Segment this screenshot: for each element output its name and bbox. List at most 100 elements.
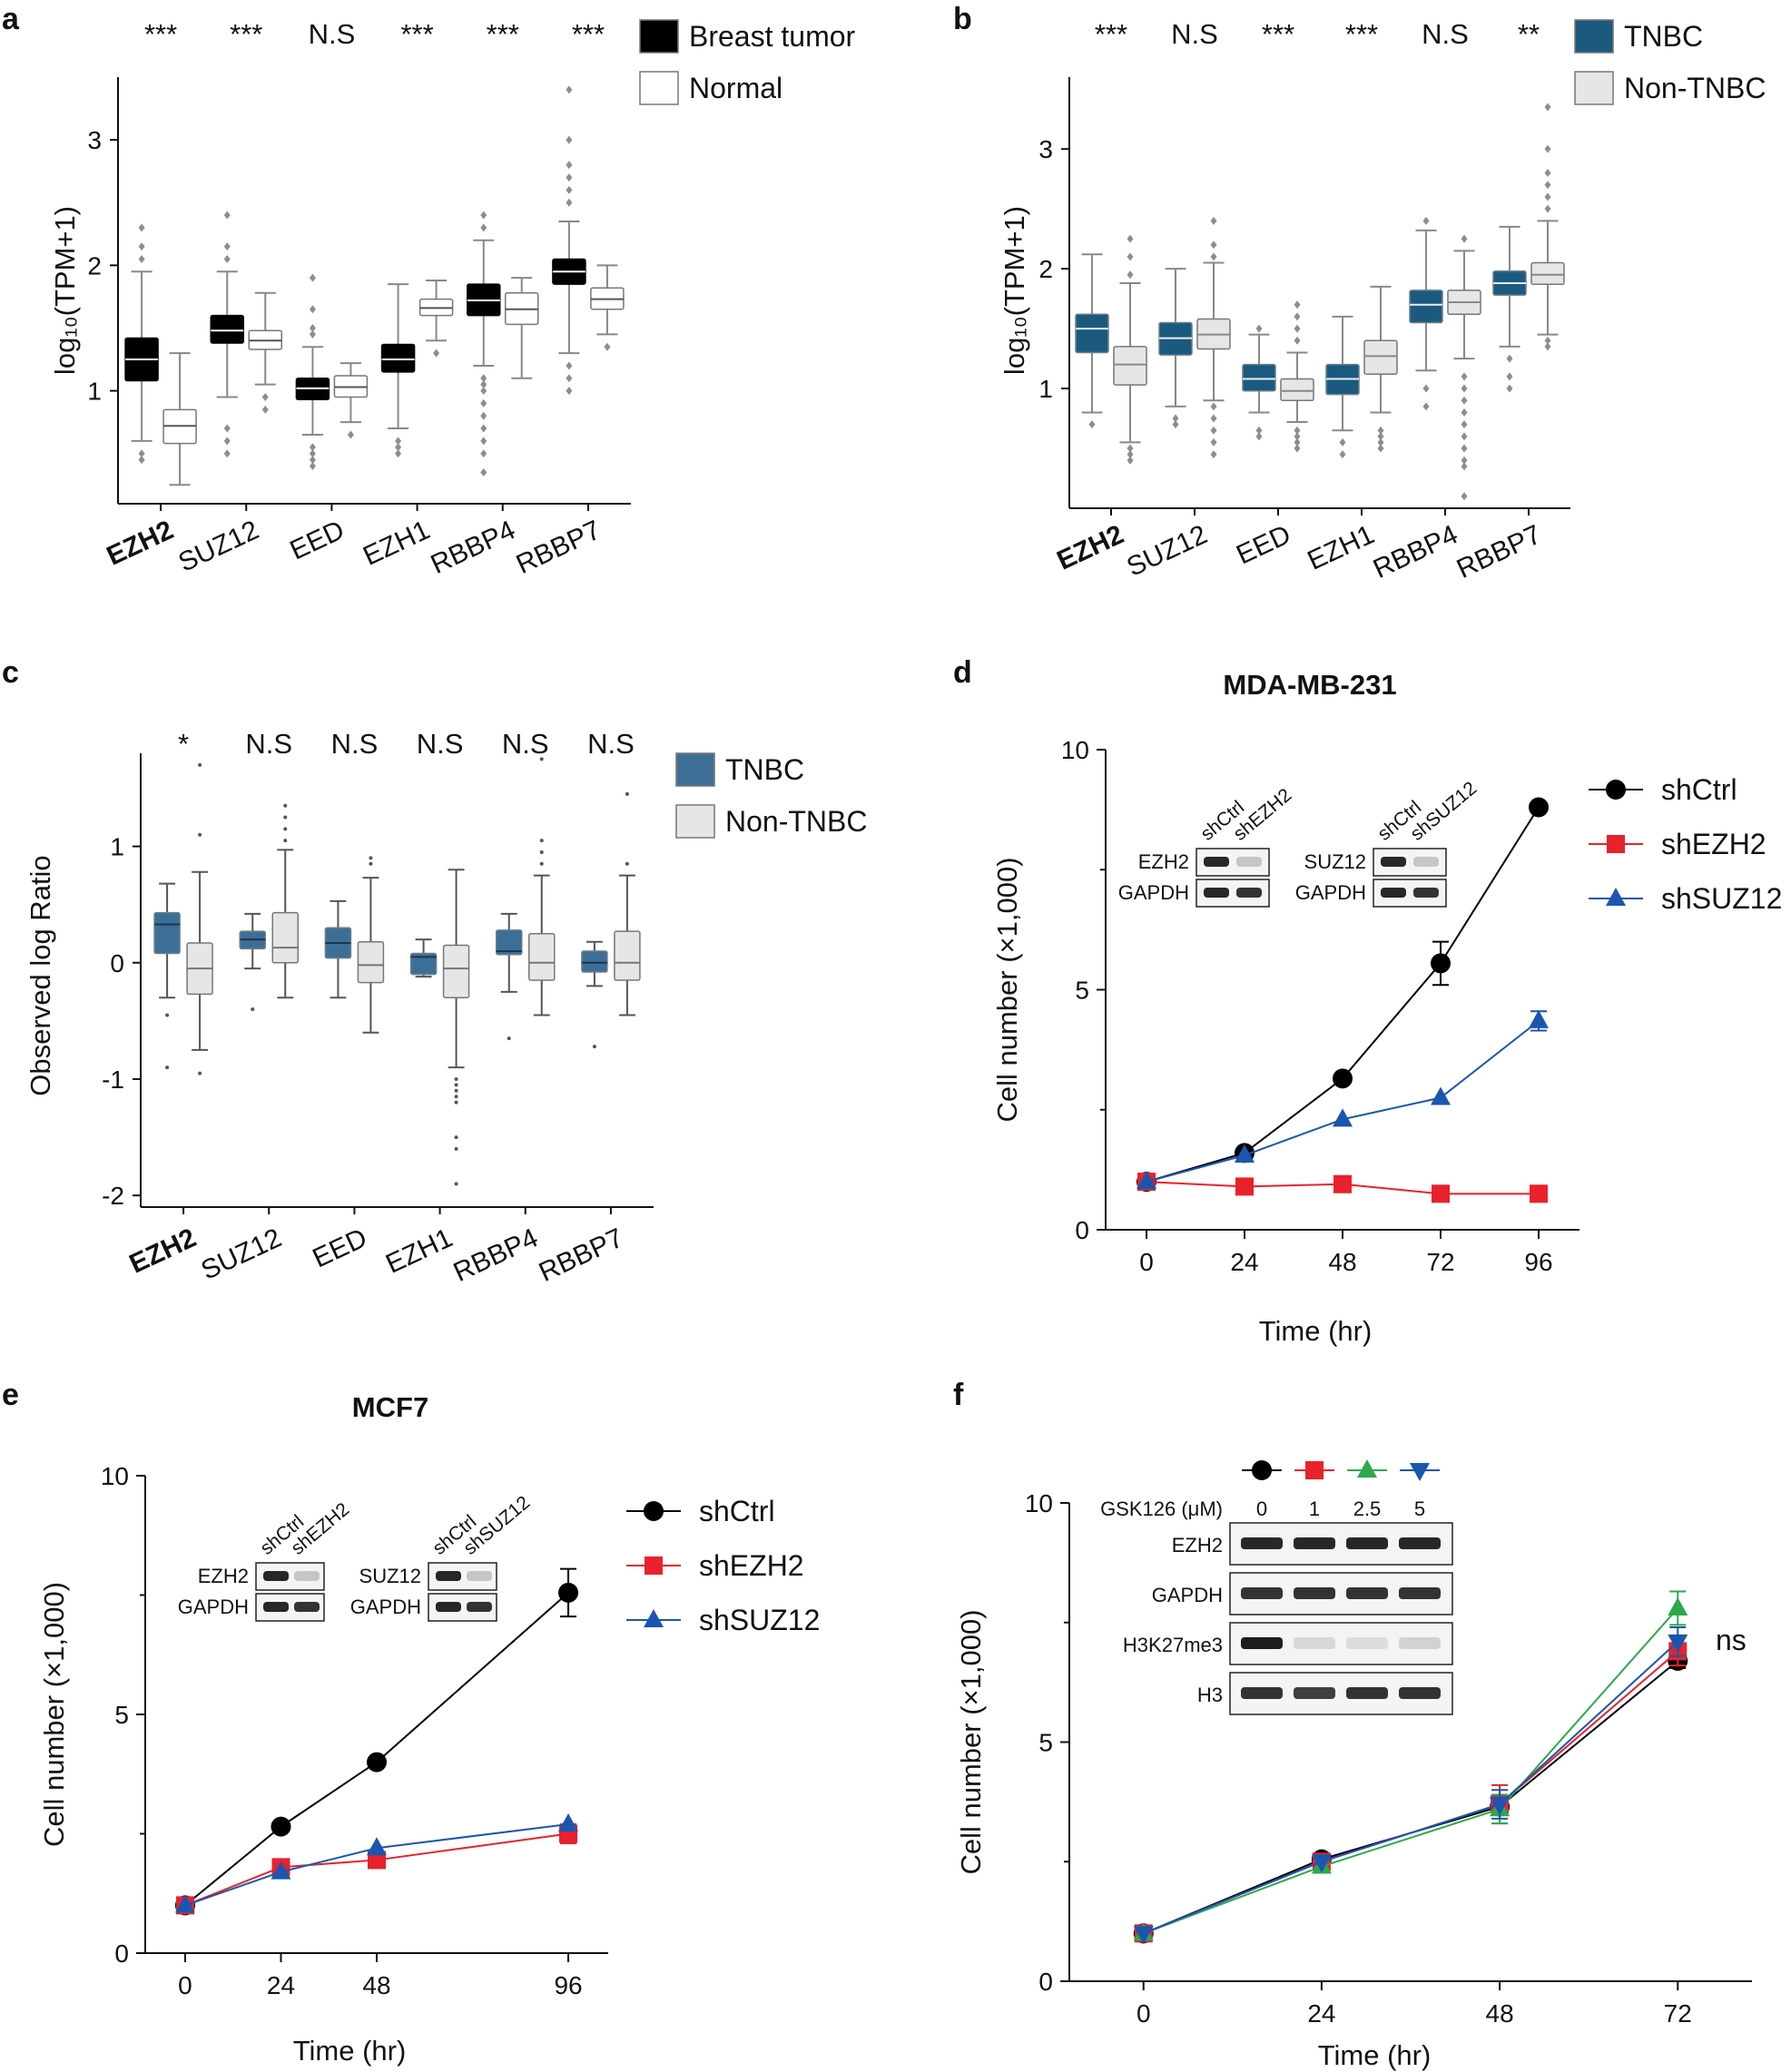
- outlier-point: [198, 1071, 202, 1075]
- blot-row-label: GAPDH: [178, 1596, 249, 1618]
- category-label: SUZ12: [174, 515, 264, 577]
- category-label: EZH1: [359, 515, 434, 571]
- box-group2: [442, 944, 470, 998]
- y-tick-label: 0: [114, 1939, 129, 1968]
- significance-label: N.S: [502, 728, 549, 760]
- blot-band: [1241, 1537, 1283, 1549]
- outlier-point: [1377, 432, 1384, 441]
- series-line-2: [184, 1822, 569, 1907]
- outlier-point: [1127, 234, 1134, 243]
- significance-label: *: [178, 728, 189, 760]
- blot-band: [1399, 1637, 1441, 1649]
- legend-swatch: [675, 804, 715, 839]
- y-axis-label: Cell number (×1,000): [991, 857, 1023, 1122]
- y-tick-label: 5: [1075, 977, 1089, 1005]
- outlier-point: [1294, 312, 1301, 321]
- outlier-point: [1461, 408, 1468, 417]
- outlier-point: [138, 242, 145, 251]
- outlier-point: [454, 1083, 458, 1087]
- outlier-point: [309, 305, 316, 314]
- outlier-point: [223, 211, 231, 220]
- x-tick-label: 24: [267, 1971, 295, 1999]
- outlier-point: [369, 856, 373, 860]
- legend-label: shEZH2: [1661, 828, 1766, 860]
- box-group2: [1280, 378, 1314, 401]
- y-tick-label: 0: [110, 949, 124, 977]
- blot-row-label: GAPDH: [1152, 1584, 1223, 1606]
- data-point: [1490, 1797, 1511, 1816]
- box-group2: [1363, 339, 1398, 375]
- blot-band: [1399, 1537, 1441, 1549]
- category-label: EED: [1232, 519, 1295, 570]
- y-tick-label: 0: [1075, 1216, 1089, 1244]
- category-label: EZH1: [381, 1223, 457, 1279]
- blot-band: [1236, 857, 1262, 867]
- outlier-point: [1422, 384, 1430, 393]
- panel-letter-a: a: [2, 2, 20, 36]
- outlier-point: [309, 329, 316, 339]
- box-group2: [1113, 346, 1147, 386]
- outlier-point: [1461, 492, 1468, 501]
- outlier-point: [251, 1007, 255, 1012]
- outlier-point: [1544, 342, 1551, 351]
- y-axis-label: Observed log Ratio: [25, 855, 56, 1095]
- outlier-point: [309, 273, 316, 282]
- category-label: SUZ12: [1122, 519, 1212, 582]
- y-axis-label: log₁₀(TPM+1): [49, 206, 81, 375]
- data-point: [174, 1894, 195, 1913]
- blot-band: [1241, 1637, 1283, 1649]
- blot-band: [1346, 1537, 1388, 1549]
- outlier-point: [1461, 462, 1468, 471]
- blot-band: [1236, 888, 1262, 898]
- y-tick-label: 2: [1038, 255, 1053, 283]
- y-axis-label: log₁₀(TPM+1): [999, 206, 1030, 375]
- legend-marker: [1607, 835, 1625, 853]
- ns-annotation: ns: [1716, 1624, 1747, 1656]
- legend-marker: [1410, 1463, 1430, 1481]
- blot-band: [1381, 857, 1406, 867]
- outlier-point: [1172, 414, 1179, 423]
- treatment-label: GSK126 (μM): [1100, 1498, 1223, 1520]
- series-line-0: [184, 1592, 569, 1907]
- outlier-point: [283, 815, 288, 820]
- outlier-point: [480, 211, 487, 220]
- outlier-point: [1210, 450, 1217, 459]
- outlier-point: [592, 1045, 596, 1049]
- legend-label: TNBC: [725, 753, 804, 786]
- chart-title: MDA-MB-231: [1223, 669, 1396, 701]
- outlier-point: [1088, 420, 1096, 429]
- legend-label: Non-TNBC: [725, 805, 867, 838]
- blot-band: [1294, 1587, 1335, 1599]
- outlier-point: [1461, 420, 1468, 429]
- panel-letter-b: b: [953, 2, 972, 36]
- data-point: [1333, 1068, 1353, 1089]
- legend-swatch: [639, 71, 679, 105]
- outlier-point: [566, 185, 573, 194]
- significance-label: N.S: [417, 728, 464, 760]
- y-tick-label: 1: [110, 833, 124, 861]
- blot-band: [294, 1602, 320, 1612]
- outlier-point: [198, 762, 202, 767]
- outlier-point: [1461, 396, 1468, 405]
- outlier-point: [347, 430, 354, 439]
- legend-marker: [1357, 1459, 1377, 1478]
- x-tick-label: 0: [178, 1971, 192, 1999]
- data-point: [558, 1812, 579, 1831]
- chart-title: MCF7: [352, 1391, 428, 1423]
- outlier-point: [454, 1182, 458, 1186]
- blot-membrane: [428, 1593, 497, 1622]
- outlier-point: [454, 1135, 458, 1140]
- legend-marker: [1606, 780, 1626, 800]
- outlier-point: [480, 449, 487, 458]
- outlier-point: [165, 1013, 170, 1017]
- legend-marker: [645, 1556, 663, 1575]
- blot-band: [1413, 857, 1439, 867]
- series-line-1: [184, 1832, 569, 1907]
- data-point: [271, 1861, 291, 1880]
- legend-label: shSUZ12: [1661, 882, 1782, 915]
- significance-label: N.S: [309, 18, 356, 50]
- outlier-point: [539, 849, 544, 854]
- outlier-point: [223, 437, 231, 446]
- y-axis-label: Cell number (×1,000): [955, 1609, 987, 1874]
- outlier-point: [283, 827, 288, 831]
